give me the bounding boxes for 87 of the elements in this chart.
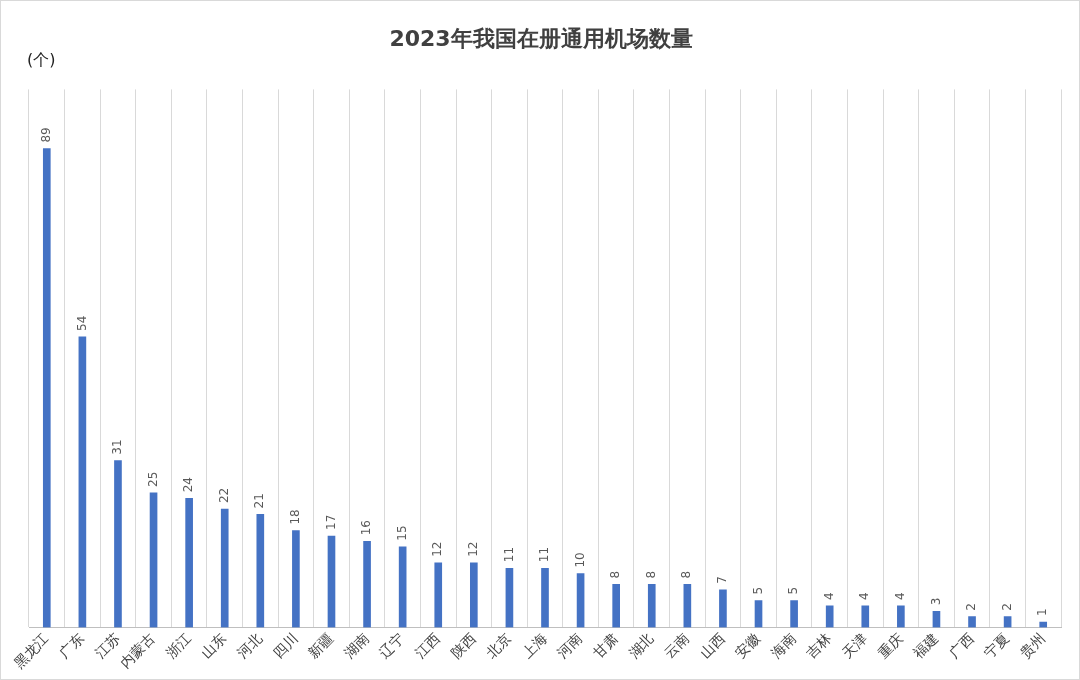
x-tick-label: 吉林 [803,629,835,661]
x-tick-label: 北京 [483,629,515,661]
x-tick-label: 新疆 [305,629,337,661]
bar [683,584,692,628]
x-tick-label: 重庆 [874,629,906,661]
bar [114,460,122,628]
x-tick-label: 黑龙江 [10,629,52,671]
data-label: 89 [38,127,53,143]
bar [398,546,407,628]
x-tick-label: 江苏 [91,629,123,661]
data-label: 16 [359,520,374,536]
data-label: 4 [857,592,872,600]
data-label: 11 [501,546,516,563]
bar [78,336,87,628]
data-label: 22 [216,487,231,504]
data-label: 18 [288,509,303,525]
bar [470,562,478,628]
data-label: 12 [430,541,445,557]
bar [719,589,727,628]
data-label: 21 [252,493,267,509]
bar [968,616,976,628]
data-label: 5 [786,586,801,595]
x-tick-label: 福建 [910,629,942,661]
x-tick-label: 天津 [838,629,870,661]
data-label: 8 [643,570,658,579]
data-label: 1 [1035,608,1050,617]
x-tick-label: 陕西 [447,629,479,661]
bar [363,541,371,628]
bar [825,605,834,628]
x-tick-label: 甘肃 [589,629,621,661]
bar [1003,616,1012,628]
x-tick-label: 湖北 [625,629,657,661]
data-label: 4 [821,592,836,600]
bar [256,514,265,628]
x-tick-label: 广东 [55,629,88,661]
bar [897,605,905,628]
bar [612,584,620,628]
x-tick-label: 上海 [518,629,550,661]
data-label: 25 [145,471,160,487]
data-label: 12 [465,541,480,557]
bar [42,148,51,628]
bar [220,508,229,628]
x-tick-label: 云南 [660,629,693,661]
y-axis-title: (个) [27,50,56,70]
data-label: 15 [394,525,409,541]
x-tick-label: 广西 [945,629,977,661]
data-label: 8 [679,570,694,579]
x-tick-label: 山东 [198,629,230,661]
data-label: 10 [572,552,587,568]
bar [149,492,158,628]
bar [434,562,443,628]
data-label: 54 [74,315,89,331]
data-label: 8 [608,570,623,579]
data-label: 7 [715,576,730,584]
x-tick-label: 山西 [696,629,728,661]
x-tick-label: 海南 [767,629,799,661]
data-label: 11 [537,546,552,563]
bar [327,535,336,628]
x-tick-label: 贵州 [1016,629,1048,661]
bar [790,600,798,628]
bar [576,573,585,628]
x-tick-label: 宁夏 [981,629,1013,661]
chart-title: 2023年我国在册通用机场数量 [389,25,693,51]
x-tick-label: 湖南 [340,629,372,661]
data-label: 5 [750,586,765,595]
data-label: 2 [999,603,1014,611]
data-label: 4 [892,592,907,600]
x-tick-label: 辽宁 [376,629,408,661]
bar [505,567,514,628]
x-tick-label: 浙江 [162,629,194,661]
x-tick-label: 四川 [269,629,301,661]
bar [185,497,193,628]
bar [754,600,763,628]
bar [861,605,870,628]
x-tick-label: 河北 [233,629,266,661]
data-label: 31 [110,439,125,455]
bar [292,530,300,628]
bar [541,567,549,628]
bar [1039,621,1048,628]
data-label: 17 [323,514,338,530]
data-label: 2 [964,603,979,611]
bar [647,584,656,628]
x-tick-label: 江西 [411,629,443,661]
data-label: 3 [928,597,943,606]
data-label: 24 [181,477,196,493]
x-tick-label: 河南 [554,629,586,661]
x-tick-label: 安徽 [732,629,764,661]
